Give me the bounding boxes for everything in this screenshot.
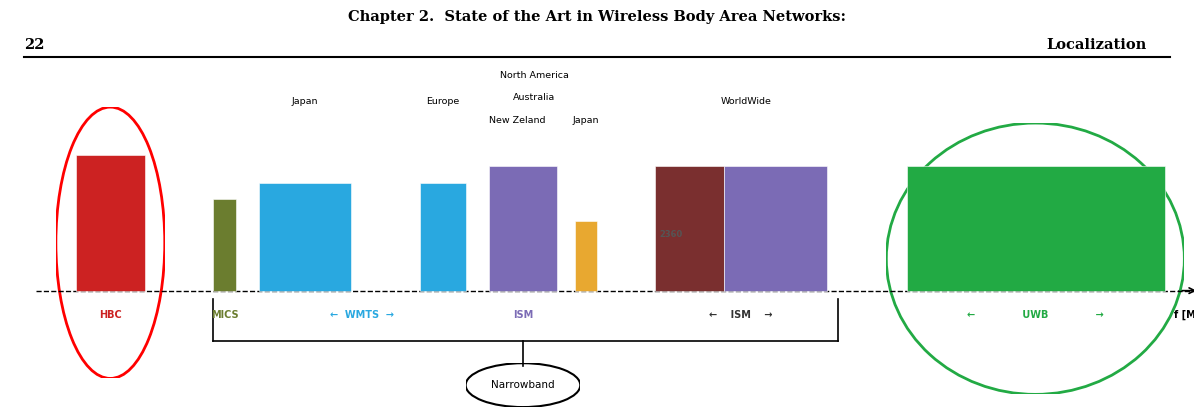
Text: Localization: Localization bbox=[1046, 38, 1146, 52]
Text: 22: 22 bbox=[24, 38, 44, 52]
Text: 2400: 2400 bbox=[696, 230, 720, 239]
Text: Europe: Europe bbox=[426, 97, 460, 105]
Text: HBC: HBC bbox=[99, 310, 122, 320]
Text: ←    ISM    →: ← ISM → bbox=[709, 310, 773, 320]
Text: 3100: 3100 bbox=[923, 230, 946, 239]
Text: New Zeland: New Zeland bbox=[490, 116, 546, 125]
Text: 928: 928 bbox=[536, 230, 553, 239]
Text: 5: 5 bbox=[80, 225, 86, 234]
Text: 950: 950 bbox=[576, 255, 593, 264]
Text: 420: 420 bbox=[265, 238, 282, 247]
Text: ISM: ISM bbox=[513, 310, 533, 320]
Text: 405: 405 bbox=[217, 245, 235, 254]
Text: North America: North America bbox=[500, 71, 568, 80]
Text: MICS: MICS bbox=[211, 310, 239, 320]
Text: 2450: 2450 bbox=[798, 230, 820, 239]
Text: WorldWide: WorldWide bbox=[721, 97, 773, 105]
Text: 402: 402 bbox=[215, 245, 233, 254]
Text: 956: 956 bbox=[579, 255, 596, 264]
Text: ←  WMTS  →: ← WMTS → bbox=[331, 310, 394, 320]
Text: 902: 902 bbox=[493, 230, 510, 239]
Text: 50: 50 bbox=[129, 225, 141, 234]
Text: Japan: Japan bbox=[573, 116, 599, 125]
Text: 2360: 2360 bbox=[659, 230, 682, 239]
Text: f [MHz]: f [MHz] bbox=[1174, 310, 1194, 320]
Text: ←              UWB              →: ← UWB → bbox=[967, 310, 1103, 320]
Text: 10600: 10600 bbox=[1120, 230, 1150, 239]
Text: 870: 870 bbox=[445, 238, 463, 247]
Text: 863: 863 bbox=[423, 238, 439, 247]
Text: Australia: Australia bbox=[513, 93, 555, 102]
Text: Japan: Japan bbox=[293, 97, 319, 105]
Ellipse shape bbox=[466, 363, 580, 407]
Text: Narrowband: Narrowband bbox=[491, 380, 555, 390]
Text: 450: 450 bbox=[328, 238, 345, 247]
Text: Chapter 2.  State of the Art in Wireless Body Area Networks:: Chapter 2. State of the Art in Wireless … bbox=[347, 10, 847, 24]
